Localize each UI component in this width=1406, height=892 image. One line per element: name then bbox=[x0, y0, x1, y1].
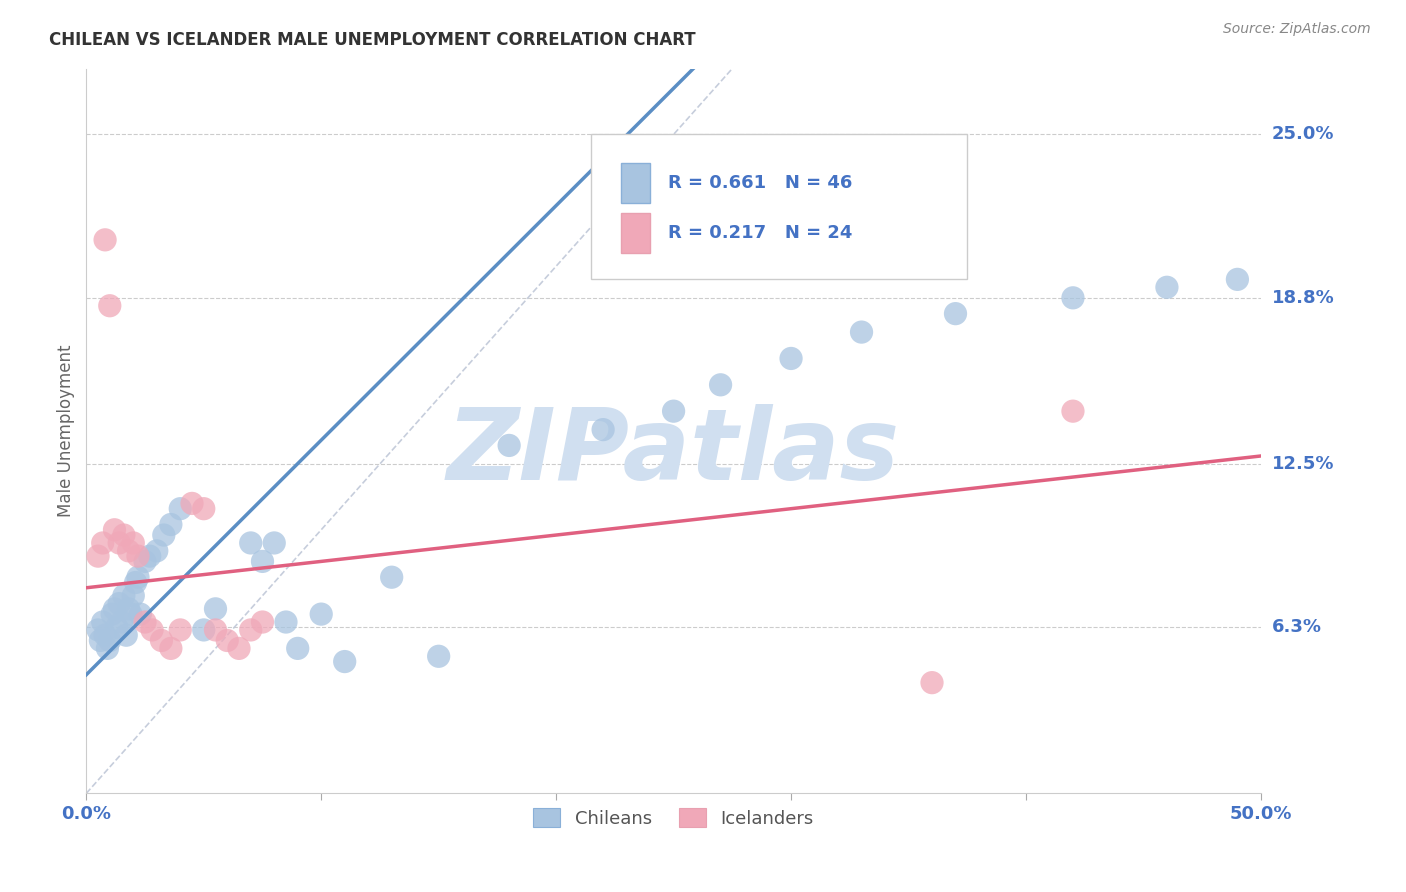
Point bbox=[333, 655, 356, 669]
Point bbox=[1226, 272, 1249, 286]
Text: 6.3%: 6.3% bbox=[1272, 618, 1322, 636]
Point bbox=[141, 623, 163, 637]
Point bbox=[193, 501, 215, 516]
Point bbox=[94, 233, 117, 247]
Point bbox=[108, 536, 131, 550]
Text: Source: ZipAtlas.com: Source: ZipAtlas.com bbox=[1223, 22, 1371, 37]
Point bbox=[204, 602, 226, 616]
Point bbox=[110, 615, 132, 629]
Point bbox=[252, 615, 274, 629]
Point bbox=[662, 404, 685, 418]
Point bbox=[193, 623, 215, 637]
Point bbox=[96, 641, 118, 656]
Point bbox=[91, 615, 114, 629]
Point bbox=[127, 570, 149, 584]
Point bbox=[381, 570, 404, 584]
Point bbox=[120, 607, 142, 621]
Text: ZIPatlas: ZIPatlas bbox=[447, 404, 900, 501]
Point bbox=[217, 633, 239, 648]
Point bbox=[160, 641, 183, 656]
Point bbox=[129, 607, 152, 621]
Point bbox=[181, 496, 204, 510]
Point bbox=[98, 633, 121, 648]
Point bbox=[780, 351, 803, 366]
Point bbox=[153, 528, 176, 542]
Point bbox=[112, 528, 135, 542]
Y-axis label: Male Unemployment: Male Unemployment bbox=[58, 344, 75, 517]
Point bbox=[87, 549, 110, 563]
Point bbox=[138, 549, 160, 563]
Point bbox=[89, 633, 111, 648]
Point bbox=[921, 675, 943, 690]
Point bbox=[1062, 291, 1084, 305]
Point bbox=[127, 549, 149, 563]
Point bbox=[98, 299, 121, 313]
Point bbox=[150, 633, 173, 648]
Point bbox=[145, 544, 167, 558]
Text: R = 0.217   N = 24: R = 0.217 N = 24 bbox=[668, 225, 852, 243]
Point bbox=[274, 615, 297, 629]
Point bbox=[239, 536, 262, 550]
Point bbox=[160, 517, 183, 532]
Point bbox=[108, 597, 131, 611]
Point bbox=[122, 536, 145, 550]
FancyBboxPatch shape bbox=[620, 213, 650, 253]
Point bbox=[117, 602, 139, 616]
Point bbox=[427, 649, 450, 664]
Point bbox=[124, 575, 146, 590]
Point bbox=[91, 536, 114, 550]
Text: 25.0%: 25.0% bbox=[1272, 126, 1334, 144]
Point bbox=[1062, 404, 1084, 418]
Point bbox=[851, 325, 873, 339]
Text: CHILEAN VS ICELANDER MALE UNEMPLOYMENT CORRELATION CHART: CHILEAN VS ICELANDER MALE UNEMPLOYMENT C… bbox=[49, 31, 696, 49]
Point bbox=[498, 438, 520, 452]
Point bbox=[87, 623, 110, 637]
FancyBboxPatch shape bbox=[592, 134, 967, 278]
Point bbox=[101, 607, 124, 621]
Point bbox=[592, 423, 614, 437]
Point bbox=[122, 589, 145, 603]
Point bbox=[169, 501, 191, 516]
FancyBboxPatch shape bbox=[620, 162, 650, 202]
Point bbox=[252, 554, 274, 568]
Point bbox=[204, 623, 226, 637]
Point bbox=[1156, 280, 1178, 294]
Point bbox=[710, 377, 733, 392]
Point bbox=[105, 620, 128, 634]
Legend: Chileans, Icelanders: Chileans, Icelanders bbox=[526, 801, 821, 835]
Point bbox=[945, 307, 967, 321]
Point bbox=[309, 607, 332, 621]
Point bbox=[263, 536, 285, 550]
Point bbox=[239, 623, 262, 637]
Point bbox=[103, 523, 125, 537]
Point bbox=[228, 641, 250, 656]
Point bbox=[117, 544, 139, 558]
Point bbox=[112, 589, 135, 603]
Point bbox=[103, 602, 125, 616]
Text: 18.8%: 18.8% bbox=[1272, 289, 1334, 307]
Point bbox=[134, 554, 156, 568]
Point bbox=[169, 623, 191, 637]
Point bbox=[94, 628, 117, 642]
Text: 12.5%: 12.5% bbox=[1272, 455, 1334, 473]
Point bbox=[134, 615, 156, 629]
Point bbox=[287, 641, 309, 656]
Text: R = 0.661   N = 46: R = 0.661 N = 46 bbox=[668, 174, 852, 192]
Point bbox=[115, 628, 138, 642]
